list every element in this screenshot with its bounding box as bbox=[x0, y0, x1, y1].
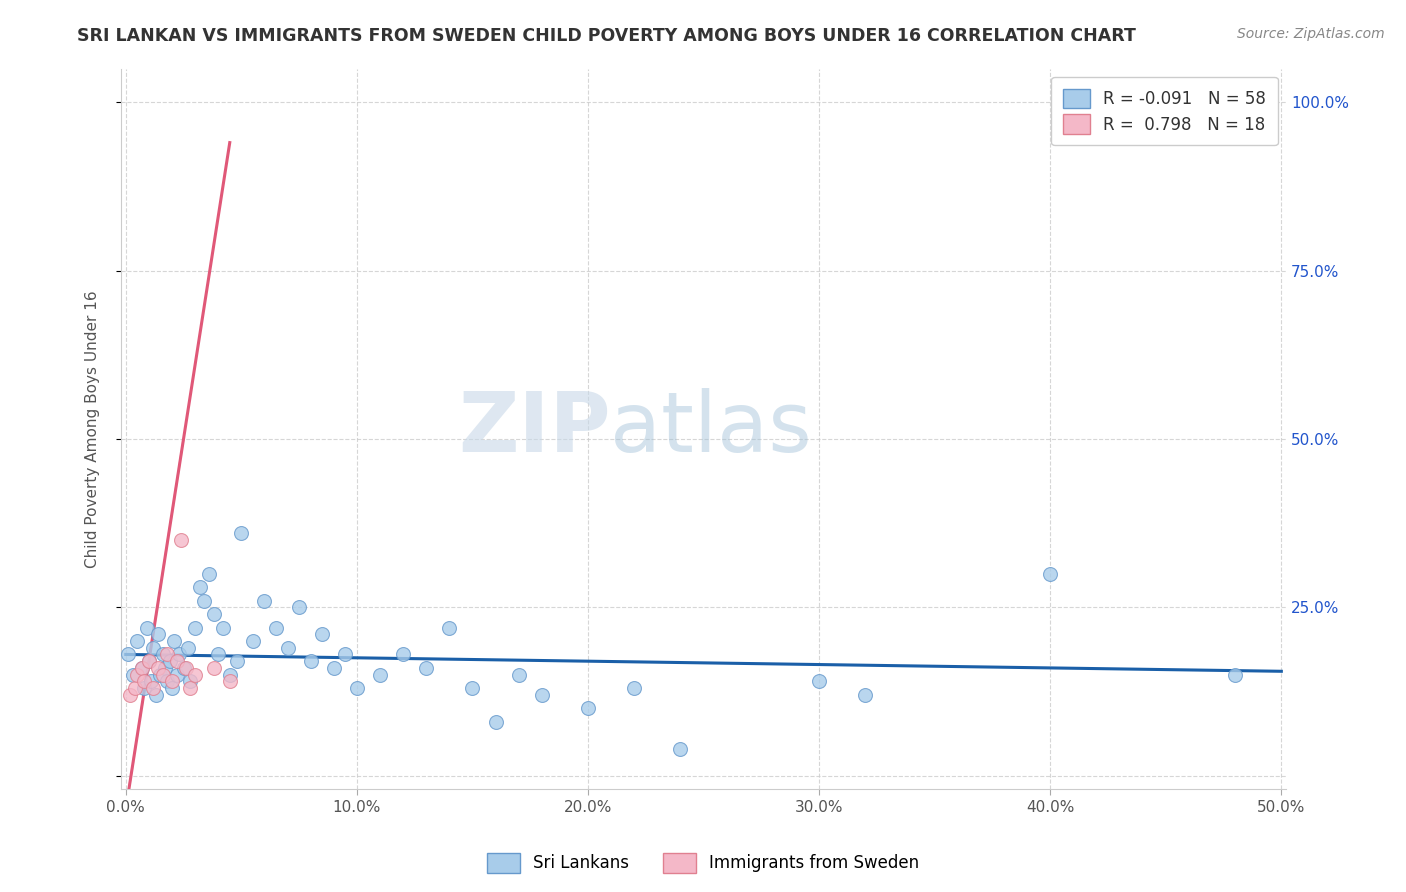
Point bbox=[131, 661, 153, 675]
Point bbox=[131, 661, 153, 675]
Point bbox=[152, 648, 174, 662]
Point bbox=[170, 533, 193, 547]
Text: SRI LANKAN VS IMMIGRANTS FROM SWEDEN CHILD POVERTY AMONG BOYS UNDER 16 CORRELATI: SRI LANKAN VS IMMIGRANTS FROM SWEDEN CHI… bbox=[77, 27, 1136, 45]
Point bbox=[198, 566, 221, 581]
Point bbox=[484, 714, 506, 729]
Point bbox=[134, 681, 156, 695]
Point bbox=[142, 640, 165, 655]
Legend: Sri Lankans, Immigrants from Sweden: Sri Lankans, Immigrants from Sweden bbox=[479, 847, 927, 880]
Point bbox=[173, 661, 195, 675]
Point bbox=[225, 654, 247, 668]
Point bbox=[156, 648, 179, 662]
Point bbox=[202, 661, 225, 675]
Point bbox=[242, 634, 264, 648]
Point bbox=[346, 681, 368, 695]
Text: Source: ZipAtlas.com: Source: ZipAtlas.com bbox=[1237, 27, 1385, 41]
Point bbox=[508, 667, 530, 681]
Point bbox=[124, 681, 146, 695]
Point bbox=[166, 654, 188, 668]
Point bbox=[264, 620, 287, 634]
Point bbox=[159, 654, 181, 668]
Point bbox=[138, 654, 160, 668]
Point bbox=[142, 681, 165, 695]
Point bbox=[134, 674, 156, 689]
Legend: R = -0.091   N = 58, R =  0.798   N = 18: R = -0.091 N = 58, R = 0.798 N = 18 bbox=[1052, 77, 1278, 145]
Point bbox=[335, 648, 357, 662]
Point bbox=[1223, 667, 1246, 681]
Point bbox=[623, 681, 645, 695]
Point bbox=[163, 634, 186, 648]
Point bbox=[853, 688, 876, 702]
Point bbox=[145, 688, 167, 702]
Point bbox=[184, 667, 207, 681]
Point bbox=[135, 620, 157, 634]
Point bbox=[127, 634, 149, 648]
Point bbox=[138, 654, 160, 668]
Y-axis label: Child Poverty Among Boys Under 16: Child Poverty Among Boys Under 16 bbox=[86, 290, 100, 567]
Point bbox=[202, 607, 225, 621]
Point bbox=[461, 681, 484, 695]
Point bbox=[299, 654, 322, 668]
Point bbox=[141, 674, 163, 689]
Point bbox=[368, 667, 391, 681]
Point bbox=[127, 667, 149, 681]
Point bbox=[179, 674, 201, 689]
Point bbox=[153, 661, 176, 675]
Point bbox=[177, 640, 200, 655]
Point bbox=[669, 741, 692, 756]
Point bbox=[117, 648, 139, 662]
Point bbox=[179, 681, 201, 695]
Point bbox=[288, 600, 311, 615]
Point bbox=[231, 526, 253, 541]
Point bbox=[160, 674, 183, 689]
Point bbox=[184, 620, 207, 634]
Point bbox=[121, 667, 143, 681]
Point bbox=[193, 593, 215, 607]
Point bbox=[120, 688, 142, 702]
Point bbox=[311, 627, 333, 641]
Point bbox=[1039, 566, 1062, 581]
Point bbox=[277, 640, 299, 655]
Point bbox=[218, 667, 240, 681]
Point bbox=[167, 648, 190, 662]
Point bbox=[188, 580, 211, 594]
Point bbox=[253, 593, 276, 607]
Point bbox=[415, 661, 437, 675]
Point bbox=[166, 667, 188, 681]
Point bbox=[174, 661, 197, 675]
Point bbox=[207, 648, 229, 662]
Point bbox=[149, 667, 172, 681]
Text: ZIP: ZIP bbox=[458, 388, 610, 469]
Point bbox=[152, 667, 174, 681]
Point bbox=[146, 627, 169, 641]
Point bbox=[530, 688, 553, 702]
Point bbox=[160, 681, 183, 695]
Point bbox=[156, 674, 179, 689]
Point bbox=[439, 620, 461, 634]
Point bbox=[808, 674, 831, 689]
Point bbox=[576, 701, 599, 715]
Point bbox=[211, 620, 233, 634]
Point bbox=[218, 674, 240, 689]
Point bbox=[392, 648, 415, 662]
Point bbox=[322, 661, 344, 675]
Text: atlas: atlas bbox=[610, 388, 813, 469]
Point bbox=[146, 661, 169, 675]
